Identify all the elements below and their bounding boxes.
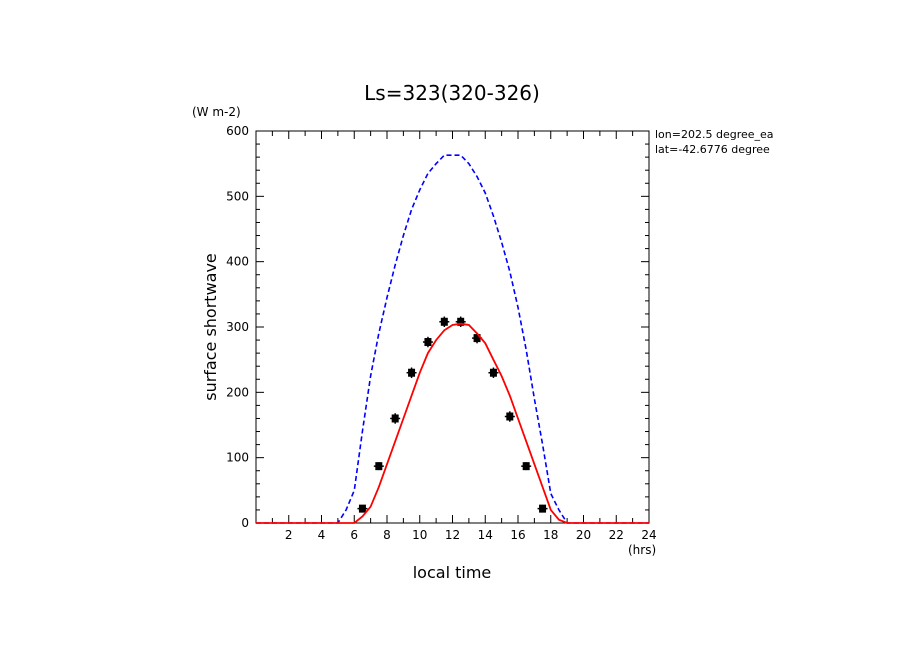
x-tick-label: 16 — [510, 528, 525, 542]
x-tick-label: 22 — [609, 528, 624, 542]
series-line-solid — [256, 322, 649, 524]
data-marker — [504, 411, 515, 422]
x-axis-label: local time — [413, 563, 492, 582]
x-tick-label: 6 — [350, 528, 358, 542]
chart-title: Ls=323(320-326) — [364, 81, 540, 105]
data-marker — [422, 336, 433, 348]
y-axis-label: surface shortwave — [201, 253, 220, 401]
marker-box — [489, 368, 497, 377]
x-tick-label: 2 — [285, 528, 293, 542]
marker-box — [391, 414, 399, 423]
x-tick-label: 8 — [383, 528, 391, 542]
y-tick-label: 100 — [226, 451, 249, 465]
series-line-dashed — [256, 154, 649, 524]
annotation-lat: lat=-42.6776 degree — [655, 143, 770, 156]
y-axis: 0 100 200 300 400 500 600 — [226, 124, 649, 530]
data-marker — [373, 462, 384, 471]
data-marker — [357, 504, 368, 513]
x-tick-label: 4 — [318, 528, 326, 542]
x-unit-label: (hrs) — [628, 543, 656, 557]
y-tick-label: 0 — [241, 516, 249, 530]
y-tick-label: 200 — [226, 385, 249, 399]
data-marker — [537, 504, 548, 513]
y-tick-label: 600 — [226, 124, 249, 138]
y-unit-label: (W m-2) — [192, 105, 241, 119]
marker-box — [424, 338, 432, 347]
marker-box — [358, 504, 366, 513]
data-marker — [406, 367, 417, 378]
x-tick-label: 20 — [576, 528, 591, 542]
data-marker — [521, 462, 532, 471]
x-tick-label: 18 — [543, 528, 558, 542]
marker-box — [473, 334, 481, 343]
data-marker — [488, 367, 499, 378]
y-tick-label: 500 — [226, 189, 249, 203]
marker-box — [457, 317, 465, 326]
annotation-lon: lon=202.5 degree_ea — [655, 128, 774, 141]
x-tick-label: 12 — [445, 528, 460, 542]
marker-box — [440, 317, 448, 326]
data-marker — [439, 316, 450, 327]
x-tick-label: 24 — [641, 528, 656, 542]
data-marker — [390, 413, 401, 424]
x-axis: 2 4 6 8 10 12 14 16 18 20 22 24 — [255, 131, 657, 542]
marker-box — [522, 462, 530, 471]
data-marker — [455, 316, 466, 327]
x-tick-label: 10 — [412, 528, 427, 542]
y-tick-label: 400 — [226, 255, 249, 269]
x-tick-label: 14 — [478, 528, 493, 542]
marker-box — [539, 504, 547, 513]
marker-box — [408, 368, 416, 377]
y-tick-label: 300 — [226, 320, 249, 334]
series-layer — [256, 154, 649, 524]
marker-box — [506, 412, 514, 421]
marker-box — [375, 462, 383, 471]
plot-frame — [255, 130, 650, 524]
